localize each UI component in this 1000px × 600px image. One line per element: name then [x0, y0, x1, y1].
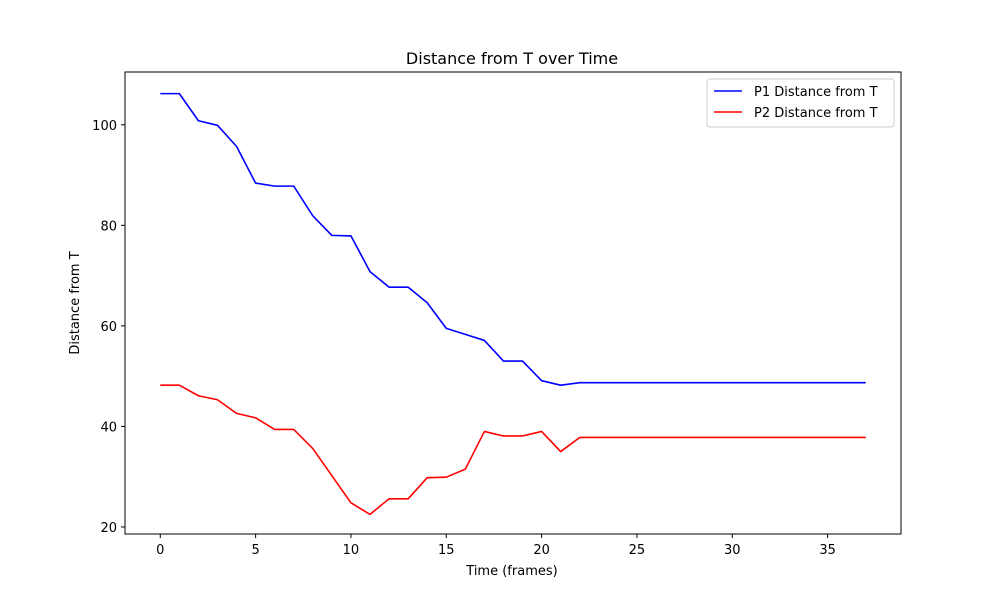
y-tick-label: 20	[100, 521, 117, 536]
series-line-p2	[160, 384, 866, 516]
series-lines	[160, 92, 866, 516]
x-tick-label: 10	[343, 543, 360, 558]
legend-frame	[706, 78, 895, 128]
y-axis: 20 40 60 80 100	[92, 119, 125, 536]
x-tick-label: 25	[629, 543, 646, 558]
legend-label-p2: P2 Distance from T	[754, 106, 878, 121]
chart-title: Distance from T over Time	[406, 49, 618, 68]
legend-label-p1: P1 Distance from T	[754, 85, 878, 100]
x-tick-label: 0	[156, 543, 164, 558]
y-tick-label: 60	[100, 320, 117, 335]
legend: P1 Distance from T P2 Distance from T	[706, 78, 895, 128]
x-tick-label: 5	[251, 543, 259, 558]
x-axis: 0 5 10 15 20 25 30 35	[156, 534, 836, 558]
y-tick-label: 100	[92, 119, 117, 134]
y-axis-label: Distance from T	[68, 251, 83, 354]
x-axis-label: Time (frames)	[465, 564, 557, 579]
y-tick-label: 40	[100, 420, 117, 435]
legend-entries: P1 Distance from T P2 Distance from T	[714, 85, 878, 121]
x-tick-label: 15	[438, 543, 455, 558]
plot-frame	[124, 71, 902, 535]
x-tick-label: 30	[724, 543, 741, 558]
x-tick-label: 20	[533, 543, 550, 558]
x-tick-label: 35	[819, 543, 836, 558]
y-tick-label: 80	[100, 219, 117, 234]
plot-area: 0 5 10 15 20 25 30 35 20 40 60 80 100	[92, 71, 902, 558]
series-line-p1	[160, 92, 866, 386]
